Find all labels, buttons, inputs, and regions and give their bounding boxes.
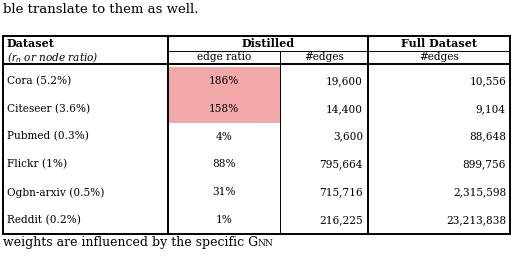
Text: NN: NN — [258, 239, 274, 248]
Text: Citeseer (3.6%): Citeseer (3.6%) — [7, 103, 90, 114]
Bar — [168, 67, 280, 95]
Text: 216,225: 216,225 — [320, 215, 363, 225]
Text: 899,756: 899,756 — [463, 159, 506, 169]
Text: 1%: 1% — [215, 215, 233, 225]
Text: 14,400: 14,400 — [326, 104, 363, 114]
Text: Dataset: Dataset — [7, 38, 55, 49]
Text: Ogbn-arxiv (0.5%): Ogbn-arxiv (0.5%) — [7, 187, 104, 197]
Text: Full Dataset: Full Dataset — [401, 38, 477, 49]
Text: #edges: #edges — [419, 53, 459, 63]
Text: #edges: #edges — [304, 53, 344, 63]
Text: ($r_n$ or node ratio): ($r_n$ or node ratio) — [7, 50, 98, 65]
Text: Distilled: Distilled — [241, 38, 295, 49]
Text: Reddit (0.2%): Reddit (0.2%) — [7, 215, 81, 225]
Text: 3,600: 3,600 — [333, 131, 363, 142]
Text: weights are influenced by the specific G: weights are influenced by the specific G — [3, 236, 258, 249]
Text: 31%: 31% — [212, 187, 236, 197]
Bar — [168, 95, 280, 123]
Text: 19,600: 19,600 — [326, 76, 363, 86]
Text: ble translate to them as well.: ble translate to them as well. — [3, 3, 198, 16]
Text: Pubmed (0.3%): Pubmed (0.3%) — [7, 131, 89, 142]
Text: 158%: 158% — [209, 104, 239, 114]
Text: 23,213,838: 23,213,838 — [446, 215, 506, 225]
Text: 2,315,598: 2,315,598 — [453, 187, 506, 197]
Text: 715,716: 715,716 — [320, 187, 363, 197]
Text: 795,664: 795,664 — [320, 159, 363, 169]
Text: Flickr (1%): Flickr (1%) — [7, 159, 67, 169]
Text: 10,556: 10,556 — [469, 76, 506, 86]
Text: 88,648: 88,648 — [469, 131, 506, 142]
Text: 4%: 4% — [215, 131, 233, 142]
Text: Cora (5.2%): Cora (5.2%) — [7, 76, 71, 86]
Text: 88%: 88% — [212, 159, 236, 169]
Text: 186%: 186% — [209, 76, 239, 86]
Text: 9,104: 9,104 — [476, 104, 506, 114]
Text: edge ratio: edge ratio — [197, 53, 251, 63]
